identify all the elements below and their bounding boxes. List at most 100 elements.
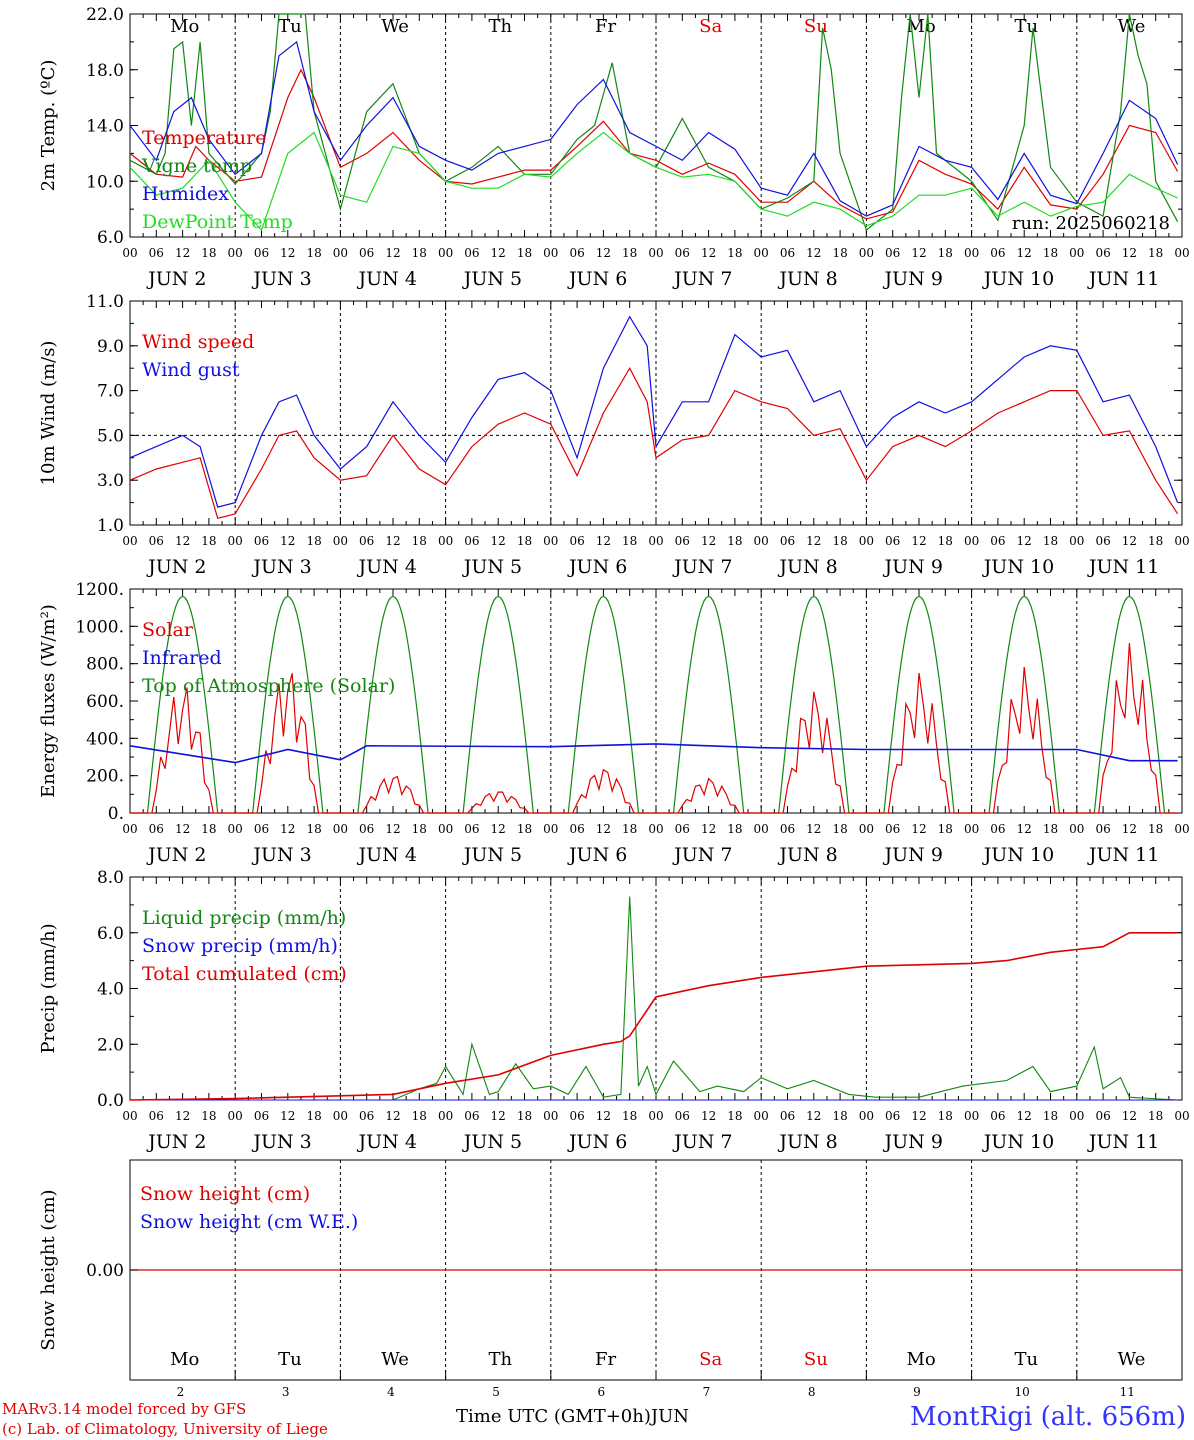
date-label: JUN 5 xyxy=(462,268,522,290)
hour-tick-label: 00 xyxy=(964,1109,979,1123)
date-label: JUN 10 xyxy=(982,556,1054,578)
hour-tick-label: 18 xyxy=(1148,534,1163,548)
y-tick-label: 14.0 xyxy=(86,117,124,137)
y-tick-label: 6.0 xyxy=(97,228,124,248)
hour-tick-label: 12 xyxy=(701,822,716,836)
y-tick-label: 0. xyxy=(108,804,124,824)
hour-tick-label: 12 xyxy=(280,534,295,548)
hour-tick-label: 06 xyxy=(885,822,900,836)
weekday-label: Mo xyxy=(170,16,199,37)
weekday-label: Tu xyxy=(278,1349,302,1370)
hour-tick-label: 06 xyxy=(464,822,479,836)
hour-tick-label: 00 xyxy=(859,822,874,836)
date-label: JUN 11 xyxy=(1087,268,1159,290)
hour-tick-label: 00 xyxy=(543,246,558,260)
hour-tick-label: 00 xyxy=(1069,534,1084,548)
day-number-label: 3 xyxy=(282,1385,290,1399)
hour-tick-label: 06 xyxy=(675,246,690,260)
hour-tick-label: 00 xyxy=(333,246,348,260)
hour-tick-label: 12 xyxy=(491,246,506,260)
hour-tick-label: 00 xyxy=(964,822,979,836)
hour-tick-label: 18 xyxy=(517,1109,532,1123)
y-tick-label: 10.0 xyxy=(86,172,124,192)
legend-entry: Snow height (cm W.E.) xyxy=(140,1211,358,1233)
hour-tick-label: 18 xyxy=(727,246,742,260)
date-label: JUN 6 xyxy=(567,844,627,866)
day-number-label: 7 xyxy=(703,1385,711,1399)
date-label: JUN 6 xyxy=(567,268,627,290)
weekday-label: Fr xyxy=(595,16,616,37)
hour-tick-label: 06 xyxy=(569,246,584,260)
hour-tick-label: 18 xyxy=(1043,534,1058,548)
hour-tick-label: 18 xyxy=(622,822,637,836)
hour-tick-label: 12 xyxy=(911,246,926,260)
hour-tick-label: 12 xyxy=(1122,246,1137,260)
weekday-label: We xyxy=(381,16,409,37)
weekday-label: Tu xyxy=(1014,16,1038,37)
series-line-humidex xyxy=(129,40,1179,217)
date-label: JUN 3 xyxy=(251,268,311,290)
date-label: JUN 8 xyxy=(777,556,837,578)
hour-tick-label: 18 xyxy=(1043,822,1058,836)
hour-tick-label: 18 xyxy=(306,822,321,836)
hour-tick-label: 18 xyxy=(938,822,953,836)
date-label: JUN 4 xyxy=(357,1131,417,1153)
legend-entry: Snow height (cm) xyxy=(140,1183,310,1205)
weekday-label: We xyxy=(1118,1349,1146,1370)
day-number-label: 11 xyxy=(1120,1385,1135,1399)
y-tick-label: 4.0 xyxy=(97,980,124,1000)
day-number-label: 2 xyxy=(177,1385,185,1399)
legend-entry: Temperature xyxy=(142,127,266,149)
hour-tick-label: 12 xyxy=(1122,822,1137,836)
hour-tick-label: 18 xyxy=(832,246,847,260)
day-number-label: 9 xyxy=(913,1385,921,1399)
hour-tick-label: 06 xyxy=(359,534,374,548)
hour-tick-label: 18 xyxy=(1148,822,1163,836)
weekday-label: We xyxy=(381,1349,409,1370)
hour-tick-label: 06 xyxy=(780,246,795,260)
hour-tick-label: 12 xyxy=(911,822,926,836)
date-label: JUN 3 xyxy=(251,844,311,866)
hour-tick-label: 00 xyxy=(859,1109,874,1123)
date-label: JUN 11 xyxy=(1087,556,1159,578)
hour-tick-label: 18 xyxy=(1043,246,1058,260)
hour-tick-label: 00 xyxy=(543,534,558,548)
date-label: JUN 9 xyxy=(883,268,943,290)
hour-tick-label: 18 xyxy=(517,534,532,548)
hour-tick-label: 18 xyxy=(938,534,953,548)
hour-tick-label: 00 xyxy=(333,534,348,548)
date-label: JUN 5 xyxy=(462,1131,522,1153)
hour-tick-label: 18 xyxy=(1043,1109,1058,1123)
hour-tick-label: 00 xyxy=(964,534,979,548)
series-line-dewpoint-temp xyxy=(129,131,1178,232)
hour-tick-label: 18 xyxy=(412,246,427,260)
date-label: JUN 4 xyxy=(357,268,417,290)
hour-tick-label: 06 xyxy=(990,534,1005,548)
hour-tick-label: 12 xyxy=(491,1109,506,1123)
hour-tick-label: 12 xyxy=(911,534,926,548)
hour-tick-label: 00 xyxy=(228,534,243,548)
hour-tick-label: 00 xyxy=(438,246,453,260)
legend-entry: Wind speed xyxy=(142,331,254,353)
hour-tick-label: 00 xyxy=(122,822,137,836)
hour-tick-label: 06 xyxy=(569,822,584,836)
hour-tick-label: 00 xyxy=(964,246,979,260)
hour-tick-label: 00 xyxy=(333,1109,348,1123)
hour-tick-label: 00 xyxy=(543,1109,558,1123)
hour-tick-label: 12 xyxy=(1017,822,1032,836)
hour-tick-label: 12 xyxy=(280,246,295,260)
hour-tick-label: 18 xyxy=(938,1109,953,1123)
y-tick-label: 6.0 xyxy=(97,924,124,944)
y-tick-label: 0.00 xyxy=(86,1261,124,1281)
hour-tick-label: 18 xyxy=(517,822,532,836)
hour-tick-label: 12 xyxy=(1122,534,1137,548)
hour-tick-label: 06 xyxy=(675,534,690,548)
hour-tick-label: 06 xyxy=(149,246,164,260)
date-label: JUN 9 xyxy=(883,1131,943,1153)
legend-entry: Wind gust xyxy=(142,359,240,381)
hour-tick-label: 12 xyxy=(806,1109,821,1123)
hour-tick-label: 18 xyxy=(832,534,847,548)
series-line-infrared xyxy=(129,743,1178,764)
date-label: JUN 2 xyxy=(146,1131,206,1153)
hour-tick-label: 06 xyxy=(1095,246,1110,260)
